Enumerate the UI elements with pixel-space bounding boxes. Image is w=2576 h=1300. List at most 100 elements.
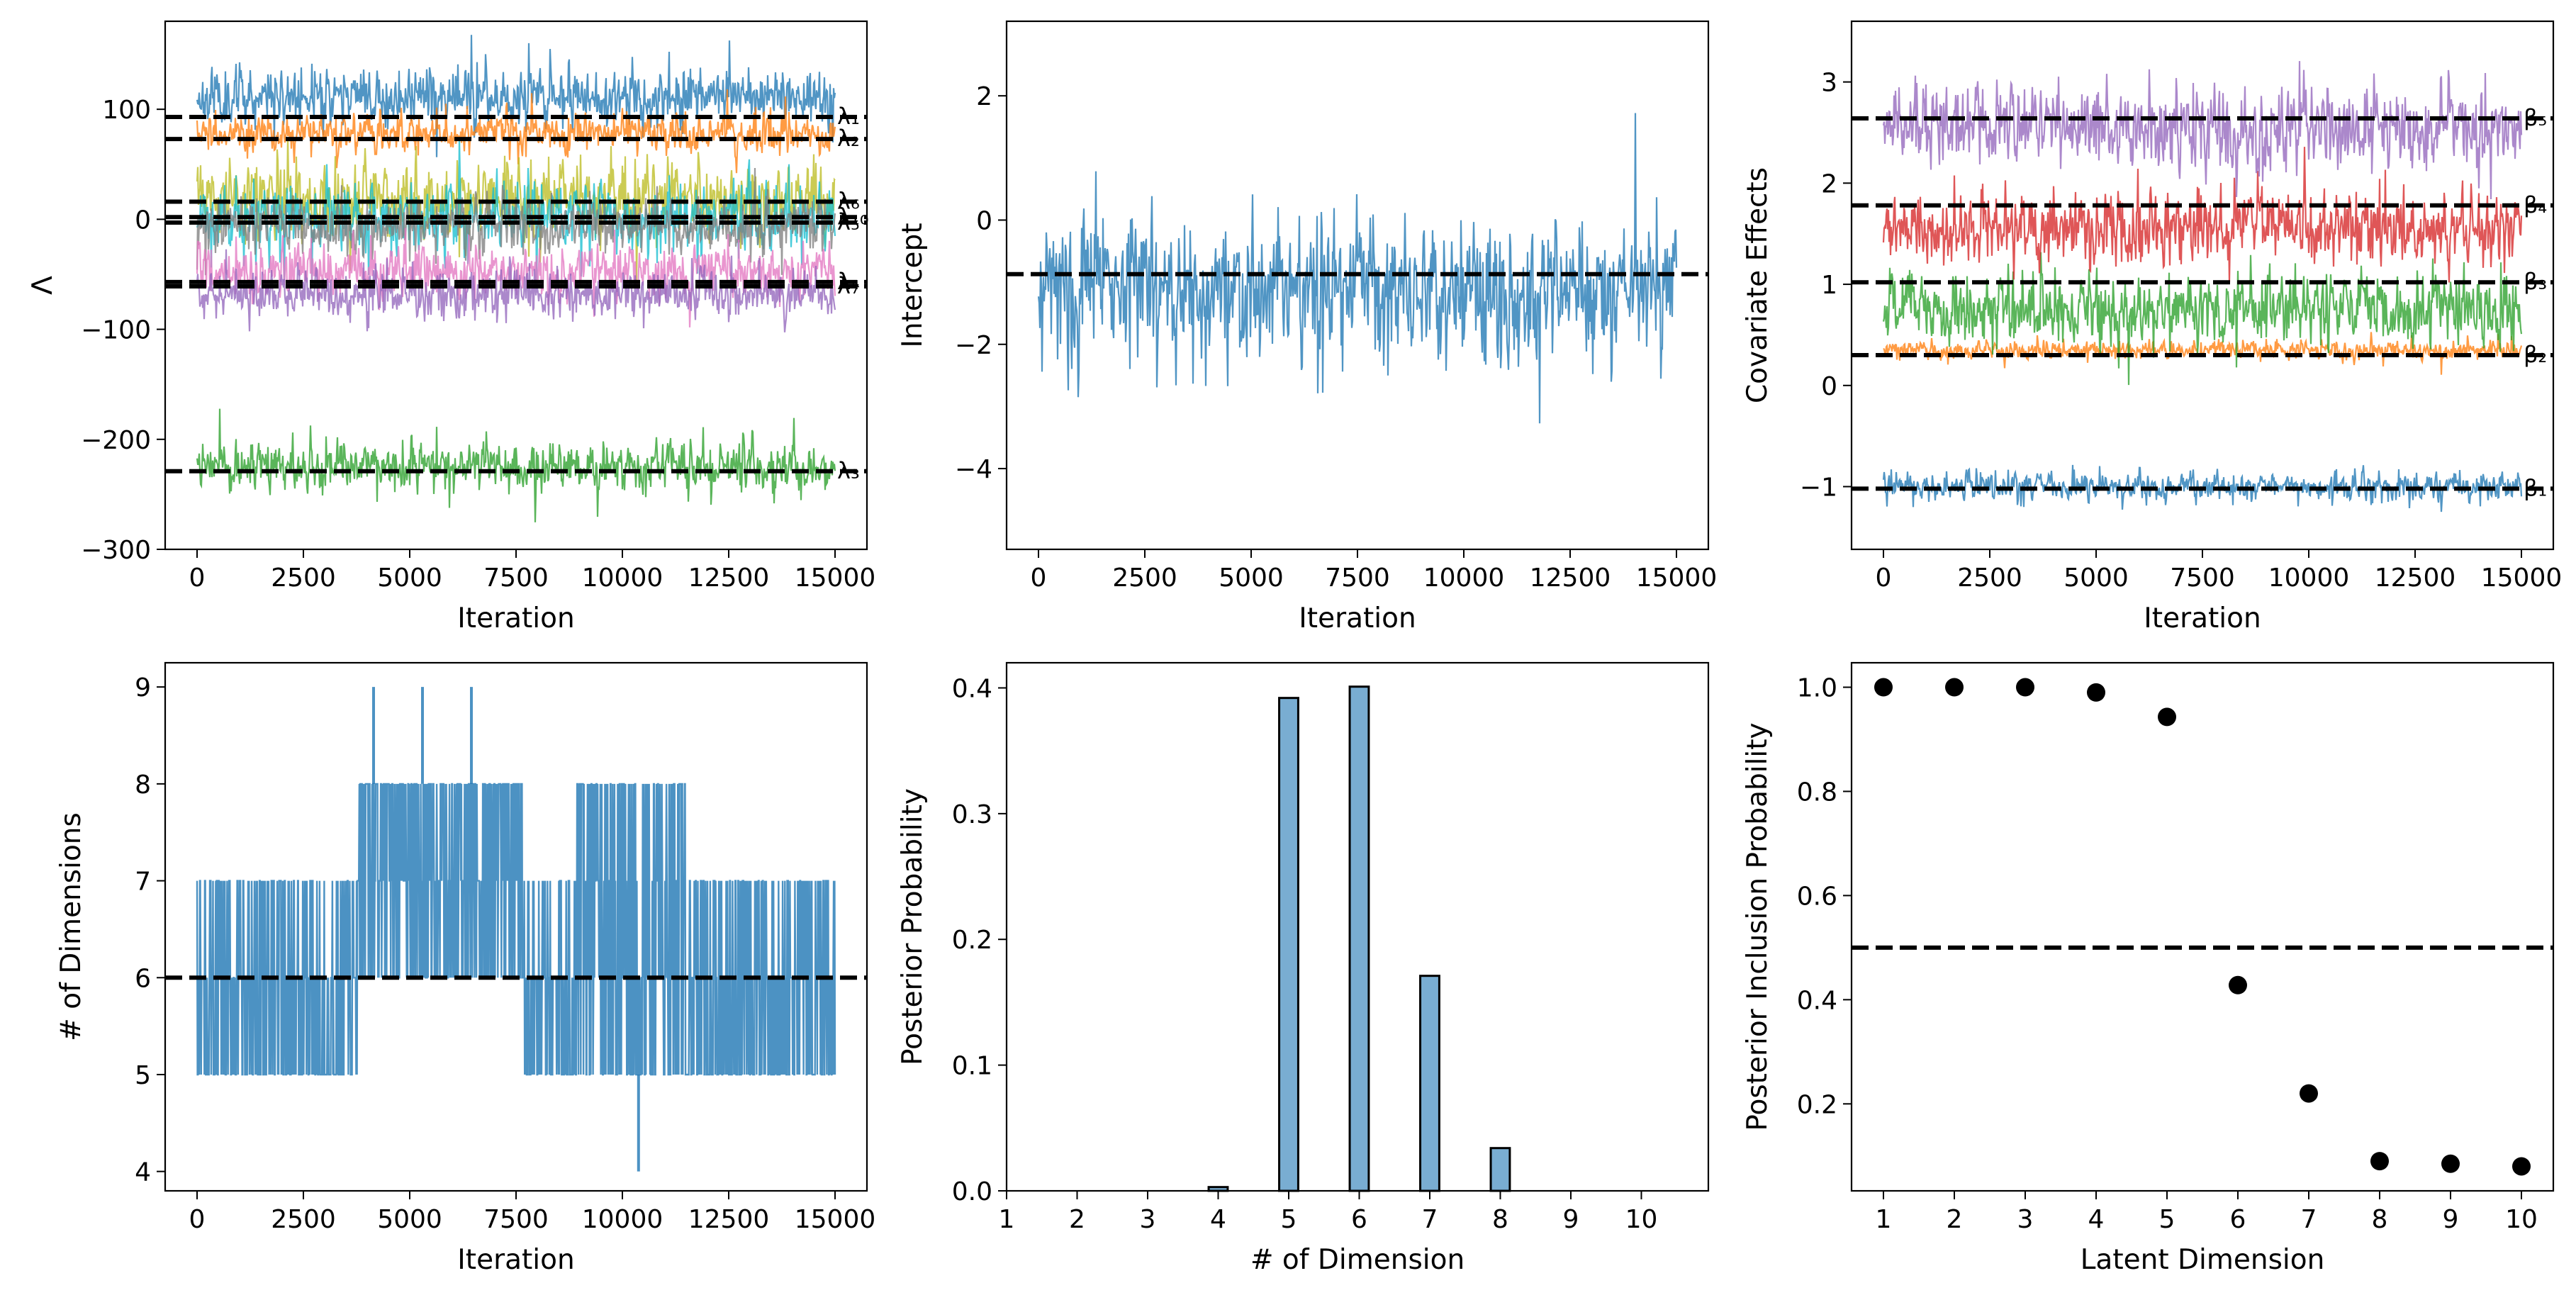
y-tick-label: 100 — [102, 96, 151, 125]
x-tick-label: 3 — [1140, 1205, 1156, 1234]
x-tick-label: 1 — [1876, 1205, 1892, 1234]
y-tick-label: 0.4 — [952, 674, 992, 703]
series-line — [197, 409, 835, 522]
reference-label: β₂ — [2524, 341, 2547, 368]
data-point — [2441, 1155, 2460, 1173]
data-point — [2300, 1085, 2318, 1103]
x-tick-label: 6 — [1351, 1205, 1367, 1234]
x-tick-label: 2 — [1069, 1205, 1085, 1234]
plot-area — [165, 687, 867, 1171]
x-tick-label: 10 — [2505, 1205, 2538, 1234]
x-tick-label: 5 — [1281, 1205, 1297, 1234]
x-tick-label: 15000 — [795, 564, 876, 593]
x-tick-label: 5 — [2159, 1205, 2175, 1234]
y-tick-label: 2 — [1821, 169, 1837, 198]
y-axis-label: Posterior Inclusion Probability — [1742, 722, 1774, 1131]
y-tick-label: 5 — [135, 1061, 151, 1090]
histogram-bar — [1421, 976, 1440, 1191]
x-tick-label: 9 — [2443, 1205, 2459, 1234]
x-tick-label: 15000 — [2481, 564, 2563, 593]
x-tick-label: 7500 — [483, 1205, 549, 1234]
x-tick-label: 2500 — [1957, 564, 2022, 593]
y-tick-label: 2 — [976, 82, 992, 111]
data-point — [2087, 683, 2105, 702]
y-tick-label: 1 — [1821, 271, 1837, 300]
y-tick-label: −200 — [81, 426, 151, 455]
series-line — [197, 784, 835, 1075]
x-tick-label: 10000 — [2268, 564, 2350, 593]
x-tick-label: 9 — [1563, 1205, 1579, 1234]
y-axis-label: Posterior Probability — [897, 788, 929, 1065]
data-point — [1945, 678, 1964, 697]
x-tick-label: 8 — [2372, 1205, 2388, 1234]
x-tick-label: 0 — [1031, 564, 1047, 593]
y-tick-label: 0 — [1821, 372, 1837, 401]
y-axis-label: Intercept — [897, 223, 929, 347]
reference-label: λ₃ — [837, 457, 860, 484]
axes-frame — [1852, 663, 2553, 1191]
reference-label: λ₇ — [837, 272, 860, 299]
x-tick-label: 7500 — [1325, 564, 1390, 593]
x-axis-label: Iteration — [457, 1244, 574, 1276]
x-tick-label: 7500 — [483, 564, 549, 593]
x-tick-label: 4 — [2088, 1205, 2105, 1234]
reference-label: β₄ — [2524, 191, 2547, 218]
data-point — [2512, 1157, 2531, 1175]
x-tick-label: 7500 — [2170, 564, 2235, 593]
figure: 0 2500 5000 7500 10000 12500 15000−300−200−100… — [0, 0, 2576, 1300]
reference-label: λ₅ — [837, 208, 860, 235]
y-tick-label: 0.2 — [952, 926, 992, 955]
panel-lambda-trace: 0 2500 5000 7500 10000 12500 15000 −300 −200 −100… — [27, 21, 875, 634]
plot-area — [1007, 113, 1708, 424]
reference-label: λ₂ — [837, 125, 860, 152]
data-point — [2370, 1152, 2389, 1170]
x-tick-label: 0 — [189, 564, 206, 593]
x-axis-label: Iteration — [1299, 603, 1416, 634]
y-tick-label: 8 — [135, 771, 151, 800]
y-tick-label: 0.1 — [952, 1052, 992, 1081]
y-tick-label: 0.2 — [1797, 1090, 1837, 1119]
reference-label: β₃ — [2524, 268, 2547, 295]
x-axis-label: Iteration — [457, 603, 574, 634]
y-axis-label: Covariate Effects — [1742, 167, 1774, 403]
y-tick-label: −2 — [955, 331, 992, 360]
x-tick-label: 12500 — [2375, 564, 2456, 593]
panel-dimension-histogram: 1 2 3 4 5 6 7 8 9 10 0.0 0.1 0.2 0.3 0.4 # of Dimension… — [897, 663, 1708, 1276]
y-tick-label: 0.6 — [1797, 882, 1837, 911]
y-tick-label: 0.8 — [1797, 778, 1837, 807]
x-tick-label: 10000 — [1423, 564, 1505, 593]
x-tick-label: 2500 — [1112, 564, 1177, 593]
y-tick-label: 4 — [135, 1158, 151, 1187]
plot-area — [1852, 61, 2553, 512]
data-point — [2229, 976, 2247, 994]
y-tick-label: 3 — [1821, 69, 1837, 98]
panel-intercept-trace: 0 2500 5000 7500 10000 12500 15000 −4 −2 0 2 Iterat… — [897, 21, 1717, 634]
x-tick-label: 12500 — [1530, 564, 1611, 593]
y-tick-label: −1 — [1800, 474, 1837, 503]
reference-label: β₅ — [2524, 104, 2547, 131]
x-tick-label: 7 — [2301, 1205, 2317, 1234]
x-tick-label: 1 — [999, 1205, 1015, 1234]
plot-area — [165, 35, 867, 522]
panel-covariate-trace: 0 2500 5000 7500 10000 12500 15000 −1 0 1 2 3 Iterat… — [1742, 21, 2562, 634]
x-tick-label: 2500 — [271, 1205, 336, 1234]
reference-label: β₁ — [2524, 474, 2547, 501]
y-tick-label: 0.3 — [952, 800, 992, 829]
y-tick-label: 9 — [135, 673, 151, 702]
x-tick-label: 0 — [189, 1205, 206, 1234]
y-tick-label: −4 — [955, 455, 992, 484]
y-tick-label: 1.0 — [1797, 674, 1837, 703]
data-point — [2158, 707, 2176, 726]
series-line — [1883, 61, 2521, 199]
x-tick-label: 10000 — [582, 1205, 663, 1234]
x-tick-label: 4 — [1210, 1205, 1226, 1234]
y-tick-label: 6 — [135, 964, 151, 993]
data-point — [1874, 678, 1893, 697]
x-tick-label: 0 — [1876, 564, 1892, 593]
y-axis-label: Λ — [27, 276, 59, 295]
series-line — [1038, 113, 1676, 424]
x-tick-label: 5000 — [2063, 564, 2129, 593]
x-tick-label: 2 — [1947, 1205, 1963, 1234]
histogram-bar — [1350, 687, 1369, 1191]
y-tick-label: 7 — [135, 868, 151, 897]
